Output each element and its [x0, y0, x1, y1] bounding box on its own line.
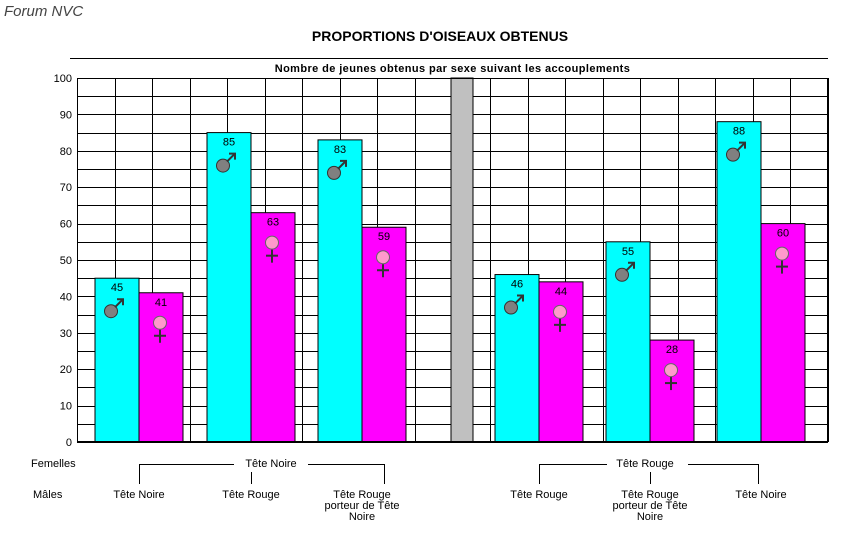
category-label-line: Noire	[636, 511, 664, 523]
bar-male	[317, 139, 363, 443]
female-symbol	[376, 250, 390, 265]
y-tick-label: 90	[60, 109, 72, 121]
female-symbol	[265, 235, 279, 250]
category-label-line: Tête Rouge	[222, 489, 280, 501]
female-symbol	[664, 363, 678, 378]
bar-male	[494, 274, 540, 443]
bar-female	[138, 292, 184, 443]
y-tick-label: 70	[60, 182, 72, 194]
male-arrow-shaft	[736, 141, 746, 152]
male-arrow-shaft	[625, 262, 635, 272]
category-label-line: Tête Rouge	[333, 489, 391, 501]
y-tick-label: 20	[60, 364, 72, 376]
group-label-1: Tête Noire	[245, 458, 297, 470]
y-tick-label: 0	[66, 437, 72, 449]
forum-watermark: Forum NVC	[4, 3, 84, 20]
y-tick-label: 100	[54, 73, 72, 85]
chart-title: PROPORTIONS D'OISEAUX OBTENUS	[0, 28, 866, 44]
group-label-2: Tête Rouge	[616, 458, 674, 470]
category-label-line: porteur de Tête	[324, 500, 400, 512]
y-tick-label: 40	[60, 291, 72, 303]
data-label-male: 55	[622, 246, 634, 258]
male-symbol	[504, 300, 518, 315]
female-symbol	[775, 246, 789, 261]
data-label-female: 63	[267, 217, 279, 229]
group-separator	[450, 77, 474, 443]
male-symbol	[216, 158, 230, 173]
y-tick-label: 50	[60, 255, 72, 267]
data-label-female: 28	[666, 344, 678, 356]
category-label: Tête Rouge	[196, 490, 306, 501]
male-arrow-head	[229, 152, 236, 160]
male-arrow-head	[340, 159, 347, 167]
male-arrow-head	[739, 141, 746, 149]
data-label-male: 83	[334, 144, 346, 156]
category-label: Tête Noire	[706, 490, 816, 501]
bar-male	[206, 132, 252, 443]
data-label-female: 41	[155, 297, 167, 309]
male-arrow-head	[517, 294, 524, 302]
y-tick-label: 10	[60, 401, 72, 413]
male-arrow-shaft	[337, 160, 347, 170]
male-symbol	[726, 147, 740, 162]
male-arrow-head	[117, 298, 124, 306]
chart-subtitle: Nombre de jeunes obtenus par sexe suivan…	[274, 63, 631, 75]
male-symbol	[327, 165, 341, 180]
female-symbol	[553, 304, 567, 319]
male-arrow-shaft	[114, 298, 124, 308]
male-symbol	[615, 267, 629, 282]
category-label-line: Tête Noire	[735, 489, 787, 501]
bar-male	[716, 121, 762, 443]
female-symbol	[153, 315, 167, 330]
category-label-line: porteur de Tête	[612, 500, 688, 512]
male-symbol	[104, 304, 118, 319]
bar-female	[649, 339, 695, 443]
category-label-line: Tête Rouge	[621, 489, 679, 501]
row-label-males: Mâles	[33, 489, 63, 501]
data-label-male: 85	[223, 137, 235, 149]
data-label-male: 88	[733, 126, 745, 138]
y-tick-label: 60	[60, 219, 72, 231]
category-label: Tête Rouge porteur de Tête Noire	[307, 490, 417, 523]
plot-frame	[77, 78, 828, 442]
y-tick-label: 80	[60, 146, 72, 158]
data-label-female: 44	[555, 286, 567, 298]
male-arrow-shaft	[514, 294, 524, 305]
category-label: Tête Rouge	[484, 490, 594, 501]
chart-title-text: PROPORTIONS D'OISEAUX OBTENUS	[311, 28, 569, 44]
category-label-line: Tête Noire	[113, 489, 165, 501]
row-label-females: Femelles	[31, 458, 76, 470]
data-label-male: 45	[111, 282, 123, 294]
category-label: Tête Noire	[84, 490, 194, 501]
bar-male	[94, 277, 140, 443]
category-label-line: Tête Rouge	[510, 489, 568, 501]
category-label-line: Noire	[348, 511, 376, 523]
data-label-male: 46	[511, 279, 523, 291]
data-label-female: 60	[777, 228, 789, 240]
y-tick-label: 30	[60, 328, 72, 340]
male-arrow-shaft	[226, 152, 236, 163]
title-rule	[70, 58, 828, 59]
data-label-female: 59	[378, 231, 390, 243]
male-arrow-head	[628, 261, 635, 269]
category-label: Tête Rouge porteur de Tête Noire	[595, 490, 705, 523]
